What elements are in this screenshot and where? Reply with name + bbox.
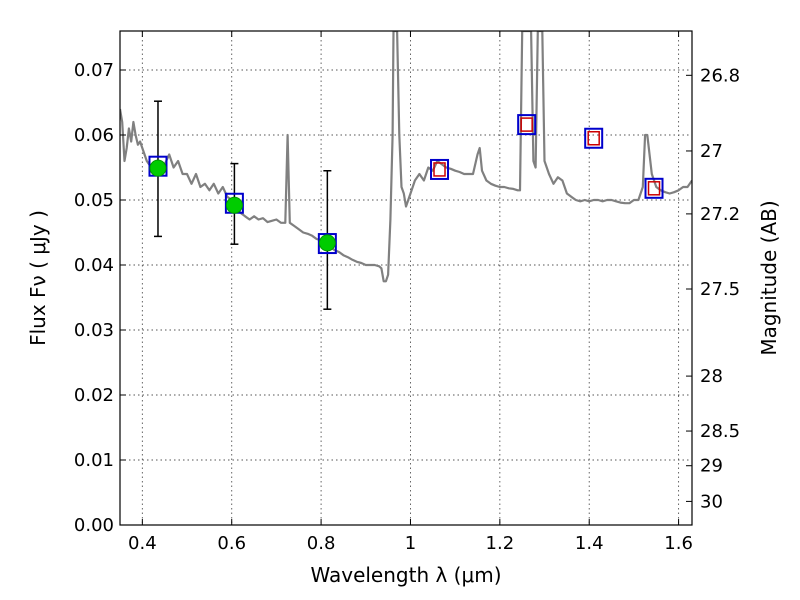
y2-tick-label: 28.5 [700, 421, 740, 442]
y2-tick-label: 27 [700, 141, 723, 162]
predicted-photometry-inner-marker [433, 162, 446, 177]
x-tick-label: 1.4 [575, 533, 604, 554]
plot-frame [119, 30, 693, 526]
y2-axis-label: Magnitude (AB) [757, 200, 781, 355]
x-axis-label: Wavelength λ (μm) [310, 563, 501, 587]
y2-tick-label: 26.8 [700, 65, 740, 86]
y-tick-label: 0.00 [74, 515, 114, 536]
y2-tick-label: 30 [700, 491, 723, 512]
axes: 0.4 0.6 0.8 1 1.2 1.4 1.6 0.00 0.01 0.02 0.03 0.04 0… [74, 31, 740, 554]
predicted-photometry-inner-marker [587, 131, 600, 146]
x-tick-label: 1.6 [664, 533, 693, 554]
x-tick-label: 0.4 [128, 533, 157, 554]
y-tick-label: 0.04 [74, 255, 114, 276]
predicted-photometry-marker [517, 114, 537, 136]
model-photometry-marker [317, 233, 337, 255]
x-tick-label: 1.2 [486, 533, 515, 554]
markers [148, 100, 664, 310]
y2-tick-label: 27.2 [700, 204, 740, 225]
observed-photometry-point [225, 196, 243, 214]
y-tick-label: 0.07 [74, 60, 114, 81]
grid-lines [120, 31, 692, 526]
y-tick-label: 0.01 [74, 450, 114, 471]
predicted-photometry-marker [584, 127, 604, 149]
predicted-photometry-inner-marker [647, 181, 661, 196]
plot-area [120, 31, 692, 283]
observed-photometry-point [149, 159, 167, 177]
y2-tick-label: 28 [700, 366, 723, 387]
y2-tick-label: 29 [700, 456, 723, 477]
x-tick-label: 0.8 [307, 533, 336, 554]
observed-photometry-point [318, 234, 336, 252]
y-tick-label: 0.03 [74, 320, 114, 341]
y-tick-label: 0.06 [74, 125, 114, 146]
x-tick-label: 0.6 [217, 533, 246, 554]
y2-tick-label: 27.5 [700, 279, 740, 300]
predicted-photometry-marker [430, 158, 450, 180]
y-tick-label: 0.02 [74, 385, 114, 406]
y-axis-label: Flux Fν ( μJy ) [26, 210, 50, 346]
spectrum-line [120, 31, 692, 283]
x-tick-label: 1 [405, 533, 416, 554]
predicted-photometry-inner-marker [520, 117, 533, 132]
y-tick-label: 0.05 [74, 190, 114, 211]
predicted-photometry-marker [644, 177, 664, 199]
